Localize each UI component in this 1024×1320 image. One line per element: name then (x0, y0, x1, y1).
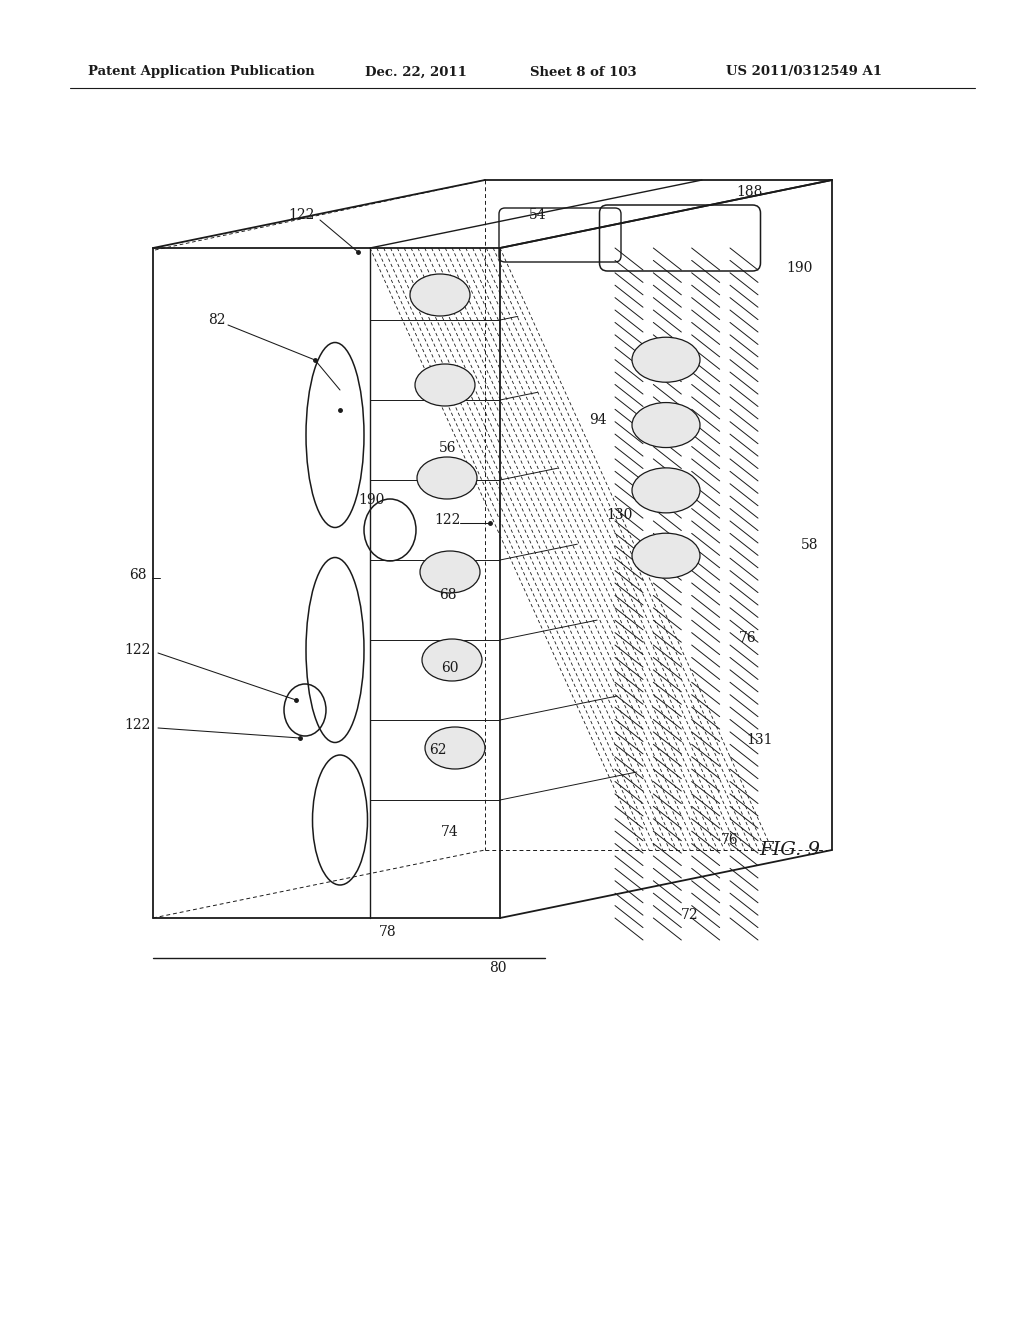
Text: 74: 74 (441, 825, 459, 840)
Text: 131: 131 (746, 733, 773, 747)
Text: 68: 68 (129, 568, 146, 582)
Text: US 2011/0312549 A1: US 2011/0312549 A1 (726, 66, 882, 78)
Ellipse shape (415, 364, 475, 407)
Text: Patent Application Publication: Patent Application Publication (88, 66, 314, 78)
Text: 130: 130 (607, 508, 633, 521)
Text: 122: 122 (125, 643, 152, 657)
Text: FIG. 9: FIG. 9 (760, 841, 820, 859)
Text: 190: 190 (786, 261, 813, 275)
Ellipse shape (422, 639, 482, 681)
Text: 122: 122 (289, 209, 315, 222)
Text: 82: 82 (208, 313, 225, 327)
Text: 54: 54 (529, 209, 547, 222)
Text: Dec. 22, 2011: Dec. 22, 2011 (365, 66, 467, 78)
Ellipse shape (410, 275, 470, 315)
Ellipse shape (632, 533, 700, 578)
Text: 62: 62 (429, 743, 446, 756)
Text: 78: 78 (379, 925, 397, 939)
Text: Sheet 8 of 103: Sheet 8 of 103 (530, 66, 637, 78)
Ellipse shape (420, 550, 480, 593)
Ellipse shape (632, 337, 700, 383)
Text: 122: 122 (125, 718, 152, 733)
Text: 188: 188 (737, 185, 763, 199)
Text: 94: 94 (589, 413, 607, 426)
Text: 76: 76 (739, 631, 757, 645)
Text: 72: 72 (681, 908, 698, 921)
Text: 60: 60 (441, 661, 459, 675)
Ellipse shape (632, 467, 700, 513)
Ellipse shape (632, 403, 700, 447)
Text: 122: 122 (435, 513, 461, 527)
Ellipse shape (417, 457, 477, 499)
Ellipse shape (425, 727, 485, 770)
Text: 190: 190 (358, 492, 385, 507)
Text: 58: 58 (801, 539, 819, 552)
Text: 56: 56 (439, 441, 457, 455)
Text: 80: 80 (489, 961, 507, 975)
Text: 76: 76 (721, 833, 738, 847)
Text: 68: 68 (439, 587, 457, 602)
